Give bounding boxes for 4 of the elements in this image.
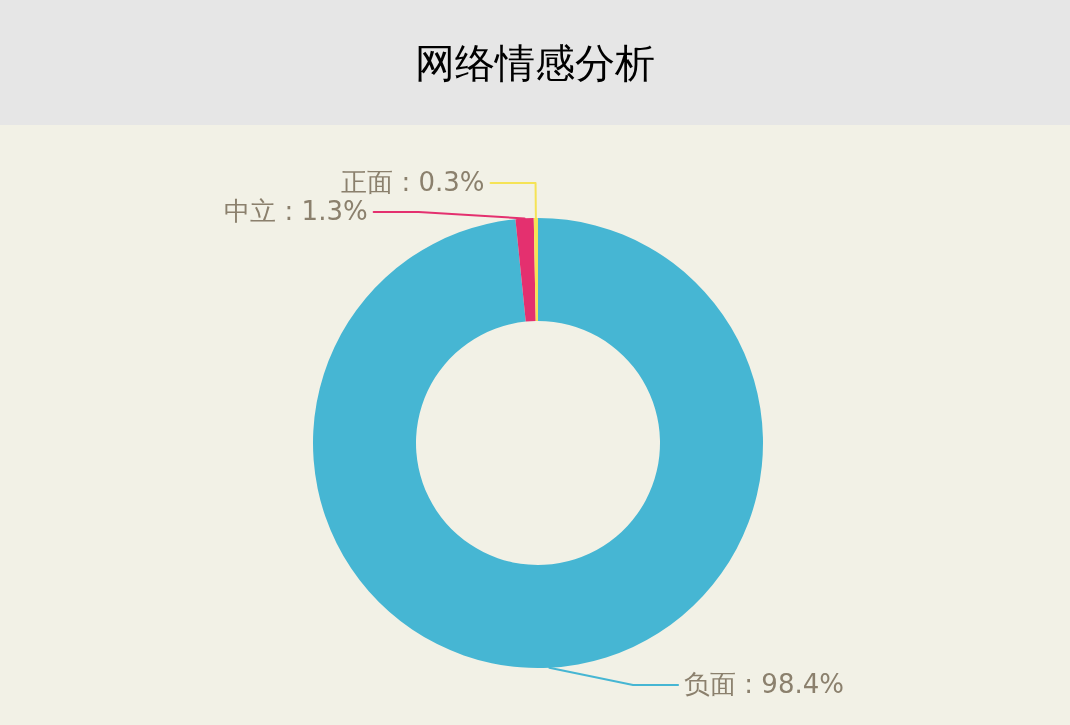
slice-label: 中立 : 1.3% — [224, 196, 368, 227]
slice-label: 负面 : 98.4% — [684, 669, 844, 699]
chart-title: 网络情感分析 — [415, 40, 655, 86]
slice-label: 正面 : 0.3% — [341, 167, 485, 198]
